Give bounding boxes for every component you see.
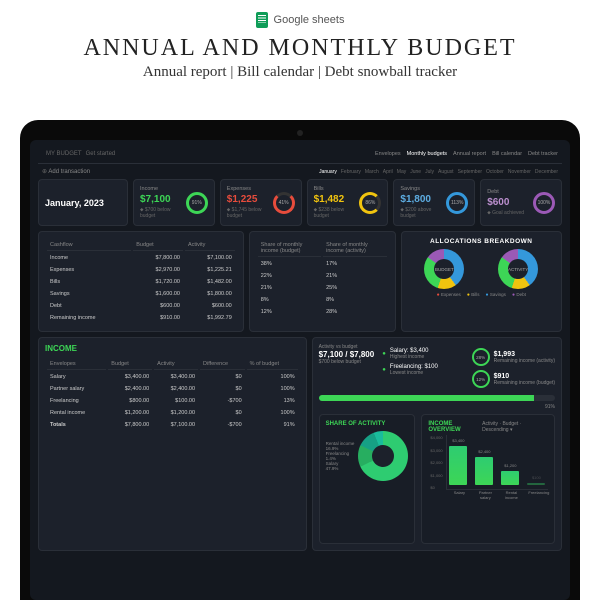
table-row: Rental income$1,200.00$1,200.00$0100% bbox=[47, 408, 298, 418]
share-pie bbox=[358, 431, 408, 481]
table-row: Debt$600.00$600.00 bbox=[47, 301, 235, 311]
table-row: Savings$1,600.00$1,800.00 bbox=[47, 289, 235, 299]
bar: $1,200 bbox=[501, 471, 519, 485]
month-tab[interactable]: July bbox=[425, 169, 434, 175]
alloc-title: ALLOCATIONS BREAKDOWN bbox=[408, 238, 556, 245]
sheets-icon bbox=[256, 12, 268, 28]
table-row: 12%28% bbox=[258, 307, 387, 317]
nav-tab[interactable]: Monthly budgets bbox=[407, 151, 447, 157]
budget-donut: BUDGET bbox=[424, 249, 464, 289]
table-row: Income$7,800.00$7,100.00 bbox=[47, 253, 235, 263]
month-tabs: January February March April May June July Augu… bbox=[319, 169, 558, 175]
bar: $100 bbox=[527, 483, 545, 485]
table-row: Partner salary$2,400.00$2,400.00$0100% bbox=[47, 384, 298, 394]
header: Google sheets ANNUAL AND MONTHLY BUDGET … bbox=[0, 0, 600, 85]
cashflow-card: CashflowBudgetActivity Income$7,800.00$7… bbox=[38, 231, 244, 332]
progress-bar bbox=[319, 395, 555, 401]
kpi-ring: 100% bbox=[533, 192, 555, 214]
current-month: January, 2023 bbox=[45, 198, 121, 208]
dashboard-screen: MY BUDGETGet started Envelopes Monthly bu… bbox=[30, 140, 570, 600]
income-table: EnvelopesBudgetActivityDifference% of bu… bbox=[45, 357, 300, 432]
shares-card: Share of monthly income (budget)Share of… bbox=[249, 231, 396, 332]
nav-tab[interactable]: Envelopes bbox=[375, 151, 401, 157]
bar-chart: $3,400 $2,400 $1,200 $100 bbox=[446, 435, 548, 490]
month-tab[interactable]: November bbox=[508, 169, 531, 175]
kpi-ring: 41% bbox=[273, 192, 295, 214]
table-row: Expenses$2,970.00$1,225.21 bbox=[47, 265, 235, 275]
month-tab[interactable]: April bbox=[383, 169, 393, 175]
totals-row: Totals$7,800.00$7,100.00-$70091% bbox=[47, 420, 298, 430]
share-activity-card: SHARE OF ACTIVITY Rental income16.9%Free… bbox=[319, 414, 416, 544]
bar: $2,400 bbox=[475, 457, 493, 485]
table-row: 38%17% bbox=[258, 259, 387, 269]
month-tab[interactable]: December bbox=[535, 169, 558, 175]
month-tab[interactable]: October bbox=[486, 169, 504, 175]
month-tab[interactable]: February bbox=[341, 169, 361, 175]
laptop-frame: MY BUDGETGet started Envelopes Monthly bu… bbox=[20, 120, 580, 600]
kpi-card: Debt$600⬥ Goal achieved 100% bbox=[480, 179, 562, 226]
table-row: Salary$3,400.00$3,400.00$0100% bbox=[47, 372, 298, 382]
month-tab[interactable]: May bbox=[397, 169, 406, 175]
kpi-card: Expenses$1,225⬥ $1,745 below budget 41% bbox=[220, 179, 302, 226]
income-table-card: INCOME EnvelopesBudgetActivityDifference… bbox=[38, 337, 307, 551]
month-tab[interactable]: August bbox=[438, 169, 454, 175]
subbar: Add transaction January February March Apri… bbox=[38, 164, 562, 179]
topbar: MY BUDGETGet started Envelopes Monthly bu… bbox=[38, 148, 562, 164]
main-title: ANNUAL AND MONTHLY BUDGET bbox=[0, 35, 600, 62]
allocations-card: ALLOCATIONS BREAKDOWN BUDGET ACTIVITY Ex… bbox=[401, 231, 563, 332]
income-row: INCOME EnvelopesBudgetActivityDifference… bbox=[38, 337, 562, 551]
table-row: Remaining income$910.00$1,992.79 bbox=[47, 313, 235, 323]
table-row: Freelancing$800.00$100.00-$70013% bbox=[47, 396, 298, 406]
activity-donut: ACTIVITY bbox=[498, 249, 538, 289]
kpi-ring: 113% bbox=[446, 192, 468, 214]
camera-dot bbox=[297, 130, 303, 136]
product-card: Google sheets ANNUAL AND MONTHLY BUDGET … bbox=[0, 0, 600, 600]
kpi-ring: 91% bbox=[186, 192, 208, 214]
activity-vs-budget-card: Activity vs budget $7,100 / $7,800 $700 … bbox=[312, 337, 562, 551]
kpi-card: Bills$1,482⬥ $238 below budget 86% bbox=[307, 179, 389, 226]
income-overview-card: INCOME OVERVIEW Activity · Budget · Desc… bbox=[421, 414, 555, 544]
alloc-legend: ExpensesBills SavingsDebt bbox=[408, 292, 556, 298]
mid-row: CashflowBudgetActivity Income$7,800.00$7… bbox=[38, 231, 562, 332]
nav-tab[interactable]: Bill calendar bbox=[492, 151, 522, 157]
nav-tab[interactable]: Debt tracker bbox=[528, 151, 558, 157]
platform-text: Google sheets bbox=[274, 14, 345, 26]
platform-label: Google sheets bbox=[256, 12, 345, 28]
bar: $3,400 bbox=[449, 446, 467, 485]
month-tab[interactable]: June bbox=[410, 169, 421, 175]
kpi-ring: 86% bbox=[359, 192, 381, 214]
kpi-card: Income$7,100⬥ $700 below budget 91% bbox=[133, 179, 215, 226]
month-tab[interactable]: January bbox=[319, 169, 337, 175]
app-brand: MY BUDGETGet started bbox=[42, 150, 115, 157]
table-row: 8%8% bbox=[258, 295, 387, 305]
nav-tab[interactable]: Annual report bbox=[453, 151, 486, 157]
kpi-row: January, 2023 Income$7,100⬥ $700 below b… bbox=[38, 179, 562, 226]
table-row: Bills$1,720.00$1,482.00 bbox=[47, 277, 235, 287]
add-transaction-button[interactable]: Add transaction bbox=[42, 168, 90, 175]
cashflow-table: CashflowBudgetActivity Income$7,800.00$7… bbox=[45, 238, 237, 325]
subtitle: Annual report | Bill calendar | Debt sno… bbox=[0, 64, 600, 81]
month-tab[interactable]: March bbox=[365, 169, 379, 175]
date-card: January, 2023 bbox=[38, 179, 128, 226]
kpi-card: Savings$1,800⬥ $200 above budget 113% bbox=[393, 179, 475, 226]
nav-tabs: Envelopes Monthly budgets Annual report Bil… bbox=[375, 151, 558, 157]
table-row: 22%21% bbox=[258, 271, 387, 281]
table-row: 21%25% bbox=[258, 283, 387, 293]
month-tab[interactable]: September bbox=[458, 169, 482, 175]
income-title: INCOME bbox=[45, 344, 300, 353]
